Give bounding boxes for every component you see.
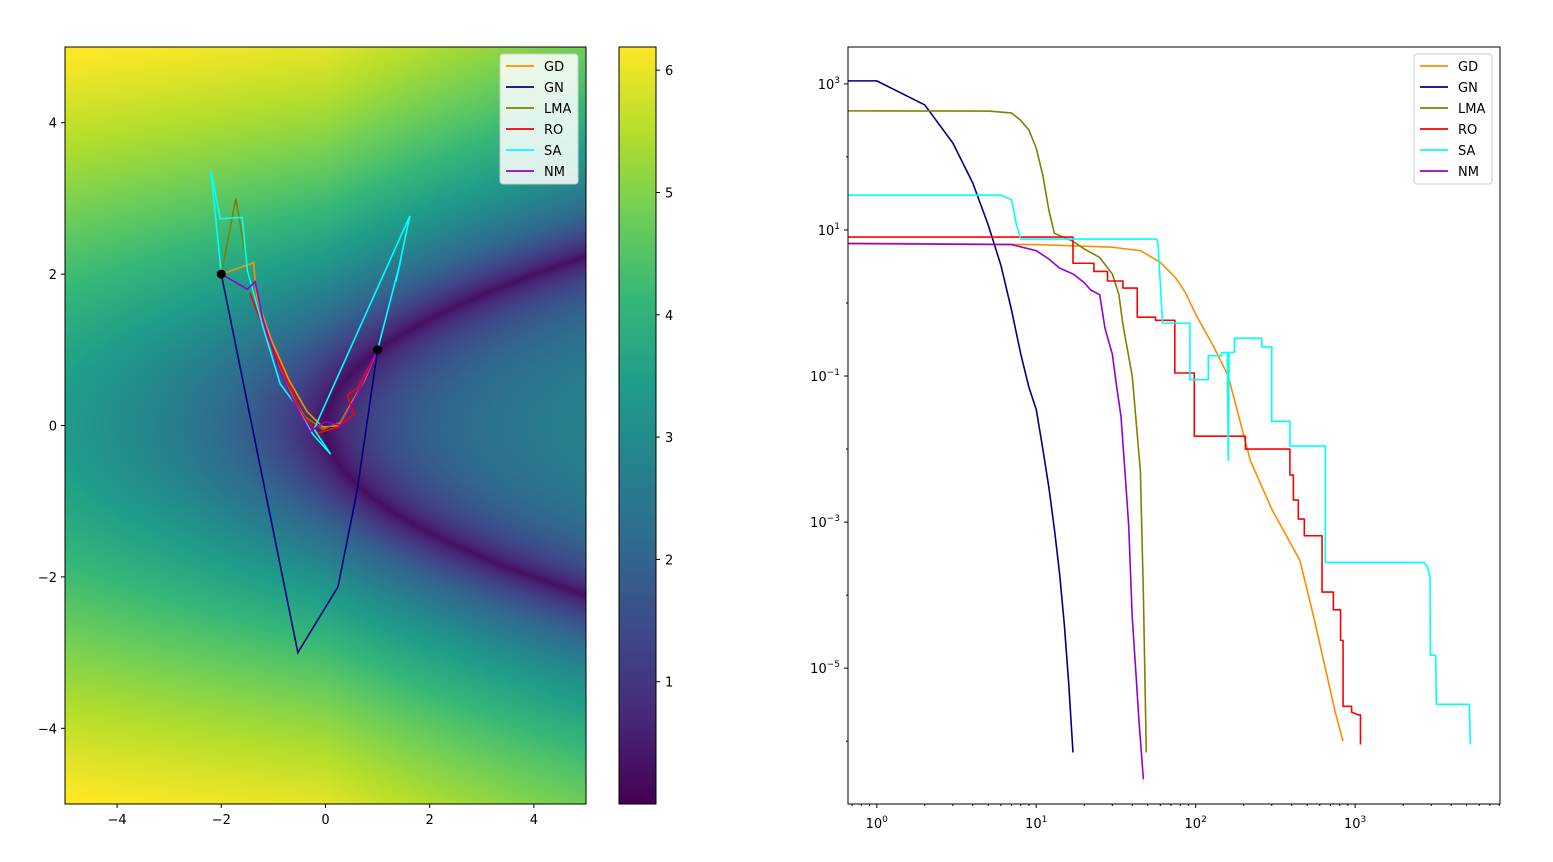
legend-frame bbox=[499, 53, 579, 185]
legend-item-nm: NM bbox=[1420, 165, 1479, 180]
x-tick-label: 0 bbox=[321, 813, 329, 828]
legend-label: SA bbox=[544, 144, 561, 159]
colorbar-tick-label: 2 bbox=[665, 553, 673, 568]
legend-item-lma: LMA bbox=[506, 102, 571, 117]
line-ro bbox=[848, 236, 1362, 745]
colorbar-tick-label: 6 bbox=[665, 64, 673, 79]
legend-label: NM bbox=[1458, 165, 1479, 180]
y-tick-label: −4 bbox=[38, 722, 57, 737]
line-sa bbox=[848, 194, 1472, 745]
line-nm bbox=[848, 242, 1145, 780]
line-gd bbox=[848, 242, 1344, 742]
axes-frame bbox=[847, 46, 1501, 805]
x-tick-label: 4 bbox=[530, 813, 538, 828]
colorbar-gradient bbox=[619, 47, 656, 804]
marker-start bbox=[216, 269, 226, 279]
path-ro bbox=[249, 292, 379, 434]
line-gn bbox=[848, 80, 1074, 753]
legend-label: SA bbox=[1458, 144, 1475, 159]
y-tick-label: 4 bbox=[49, 117, 57, 132]
colorbar-frame bbox=[618, 46, 657, 805]
legend-frame bbox=[1413, 53, 1493, 185]
legend-item-gd: GD bbox=[506, 60, 564, 75]
legend: GD GN LMA RO SA NM bbox=[499, 53, 579, 185]
x-tick-label: 102 bbox=[1185, 815, 1207, 832]
heatmap-image bbox=[65, 47, 586, 804]
legend: GD GN LMA RO SA NM bbox=[1413, 53, 1493, 185]
legend-label: RO bbox=[1458, 123, 1477, 138]
legend-label: NM bbox=[544, 165, 565, 180]
convergence-plot: 100 101 102 103 103 101 10−1 10−3 10−5 GD GN LMA RO S… bbox=[810, 46, 1501, 832]
legend-item-sa: SA bbox=[506, 144, 561, 159]
x-tick-label: 103 bbox=[1344, 815, 1366, 832]
x-tick-label: −2 bbox=[212, 813, 231, 828]
colorbar-tick-label: 5 bbox=[665, 187, 673, 202]
y-tick-label: 2 bbox=[49, 268, 57, 283]
legend-label: GD bbox=[544, 60, 564, 75]
legend-item-ro: RO bbox=[1420, 123, 1477, 138]
y-tick-label: −2 bbox=[38, 571, 57, 586]
y-tick-label: 10−3 bbox=[810, 514, 840, 531]
line-lma bbox=[848, 110, 1148, 753]
x-tick-label: 100 bbox=[866, 815, 889, 832]
colorbar-tick-label: 1 bbox=[665, 676, 673, 691]
legend-item-sa: SA bbox=[1420, 144, 1475, 159]
y-tick-label: 0 bbox=[49, 420, 57, 435]
colorbar-tick-label: 4 bbox=[665, 309, 673, 324]
legend-item-lma: LMA bbox=[1420, 102, 1485, 117]
paths bbox=[210, 170, 411, 655]
y-tick-label: 10−1 bbox=[810, 368, 840, 385]
legend-label: LMA bbox=[1458, 102, 1485, 117]
legend-item-ro: RO bbox=[506, 123, 563, 138]
x-tick-label: 101 bbox=[1025, 815, 1047, 832]
colorbar-tick-label: 3 bbox=[665, 431, 673, 446]
x-tick-label: −4 bbox=[108, 813, 127, 828]
series-lines bbox=[848, 80, 1472, 780]
legend-label: LMA bbox=[544, 102, 571, 117]
legend-item-nm: NM bbox=[506, 165, 565, 180]
y-tick-label: 10−5 bbox=[810, 660, 840, 677]
colorbar: 1 2 3 4 5 6 bbox=[618, 46, 673, 805]
y-tick-label: 101 bbox=[818, 222, 840, 239]
legend-label: RO bbox=[544, 123, 563, 138]
legend-label: GN bbox=[544, 81, 564, 96]
path-gn bbox=[220, 273, 379, 655]
legend-label: GD bbox=[1458, 60, 1478, 75]
contour-plot: −4 −2 0 2 4 −4 −2 0 2 4 GD GN LMA RO SA NM bbox=[38, 46, 587, 828]
legend-label: GN bbox=[1458, 81, 1478, 96]
y-tick-label: 103 bbox=[818, 76, 840, 93]
legend-item-gn: GN bbox=[506, 81, 564, 96]
marker-optimum bbox=[373, 345, 383, 355]
x-tick-label: 2 bbox=[426, 813, 434, 828]
path-nm bbox=[220, 273, 379, 433]
legend-item-gn: GN bbox=[1420, 81, 1478, 96]
legend-item-gd: GD bbox=[1420, 60, 1478, 75]
